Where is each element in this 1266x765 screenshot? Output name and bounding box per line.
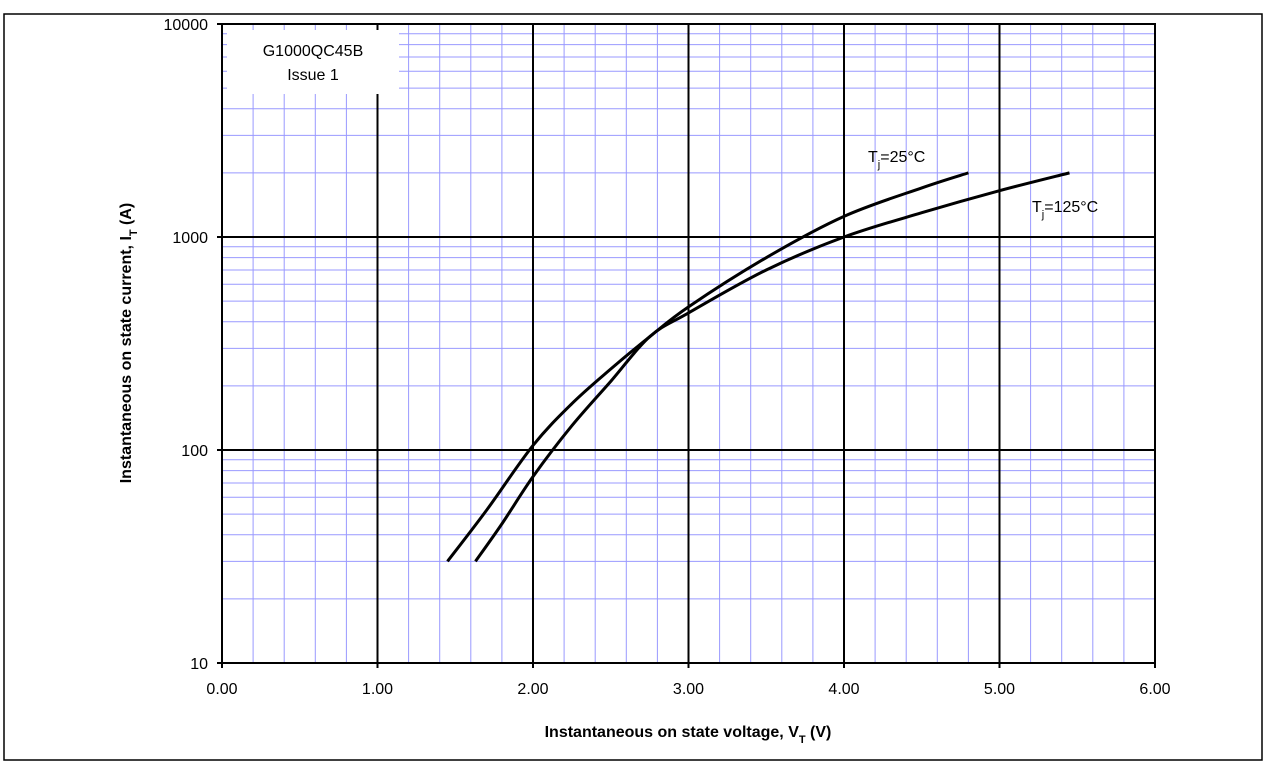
series-line (446, 171, 969, 563)
series-label-part: T (868, 149, 878, 166)
x-tick-label: 6.00 (1139, 681, 1170, 698)
y-tick-label: 10 (190, 656, 208, 673)
x-tick-label: 4.00 (828, 681, 859, 698)
series-label: Tj=125°C (1032, 199, 1098, 221)
y-tick-label: 1000 (172, 230, 208, 247)
series-label: Tj=25°C (868, 149, 925, 171)
y-axis-label-sub: T (128, 229, 140, 236)
series-label-sub: j (877, 159, 880, 171)
x-axis-label-part: (V) (806, 724, 832, 741)
series-label-part: =125°C (1044, 199, 1098, 216)
x-axis-label-part: Instantaneous on state voltage, V (545, 724, 800, 741)
y-tick-label: 10000 (164, 17, 209, 34)
x-tick-label: 5.00 (984, 681, 1015, 698)
annotation: G1000QC45B (263, 43, 364, 60)
x-tick-label: 1.00 (362, 681, 393, 698)
y-axis-label: Instantaneous on state current, IT (A) (118, 203, 140, 484)
y-axis-label-part: Instantaneous on state current, I (118, 236, 135, 483)
annotation: Issue 1 (287, 67, 339, 84)
annotation-box (227, 30, 399, 94)
series-label-part: T (1032, 199, 1042, 216)
marks (446, 171, 1070, 563)
series-line (474, 171, 1070, 563)
x-tick-label: 3.00 (673, 681, 704, 698)
grid (217, 23, 1156, 668)
y-axis-label-part: (A) (118, 203, 135, 230)
plot-border (221, 23, 1156, 664)
y-tick-label: 100 (181, 443, 208, 460)
frame (3, 13, 1263, 761)
x-tick-label: 0.00 (206, 681, 237, 698)
x-axis-label: Instantaneous on state voltage, VT (V) (545, 724, 832, 746)
x-tick-label: 2.00 (517, 681, 548, 698)
series-label-part: =25°C (880, 149, 925, 166)
series-label-sub: j (1041, 209, 1044, 221)
x-axis-label-sub: T (799, 734, 806, 746)
